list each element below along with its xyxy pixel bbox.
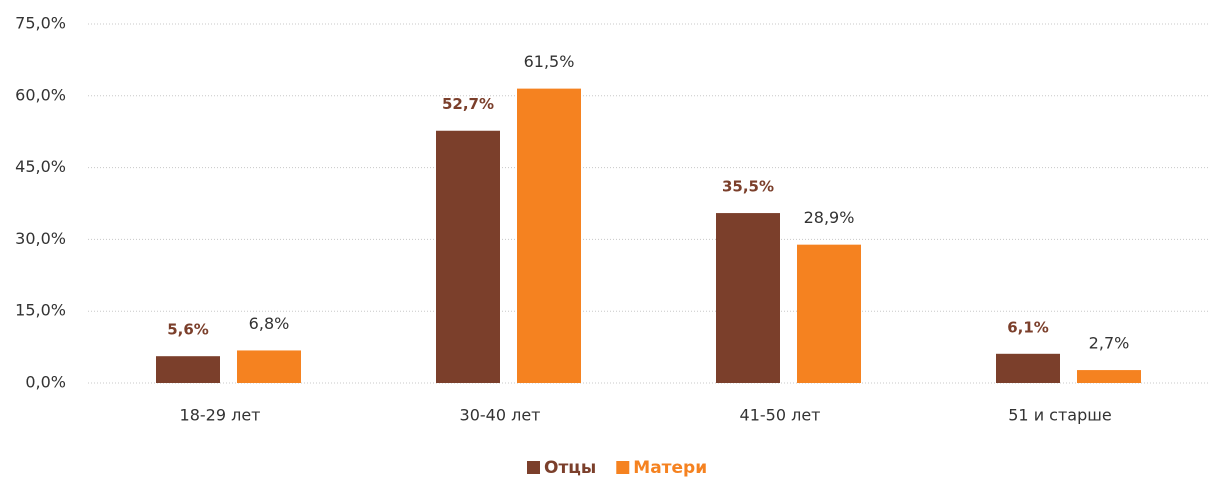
bar [156, 356, 220, 383]
legend-swatch [527, 461, 540, 474]
data-label: 5,6% [167, 321, 209, 339]
bar [237, 350, 301, 383]
legend-label: Матери [633, 458, 707, 478]
x-tick-label: 41-50 лет [740, 406, 821, 425]
data-label: 28,9% [804, 208, 855, 227]
x-tick-label: 18-29 лет [180, 406, 261, 425]
x-tick-label: 51 и старше [1008, 406, 1112, 425]
y-tick-label: 0,0% [25, 373, 66, 392]
y-tick-label: 60,0% [15, 85, 66, 104]
data-label: 2,7% [1089, 334, 1130, 353]
data-label: 52,7% [442, 95, 494, 113]
x-tick-label: 30-40 лет [460, 406, 541, 425]
bar [716, 213, 780, 383]
data-label: 6,8% [249, 314, 290, 333]
y-tick-label: 15,0% [15, 301, 66, 320]
legend-swatch [616, 461, 630, 474]
bar [797, 244, 861, 383]
bar [996, 353, 1060, 383]
y-tick-label: 75,0% [15, 14, 66, 33]
data-label: 6,1% [1007, 318, 1049, 336]
legend-label: Отцы [544, 458, 596, 478]
bar [517, 88, 581, 384]
y-tick-label: 45,0% [15, 157, 66, 176]
bar [436, 130, 500, 383]
y-tick-label: 30,0% [15, 229, 66, 248]
data-label: 35,5% [722, 178, 774, 196]
data-label: 61,5% [524, 52, 575, 71]
bar [1077, 370, 1141, 383]
